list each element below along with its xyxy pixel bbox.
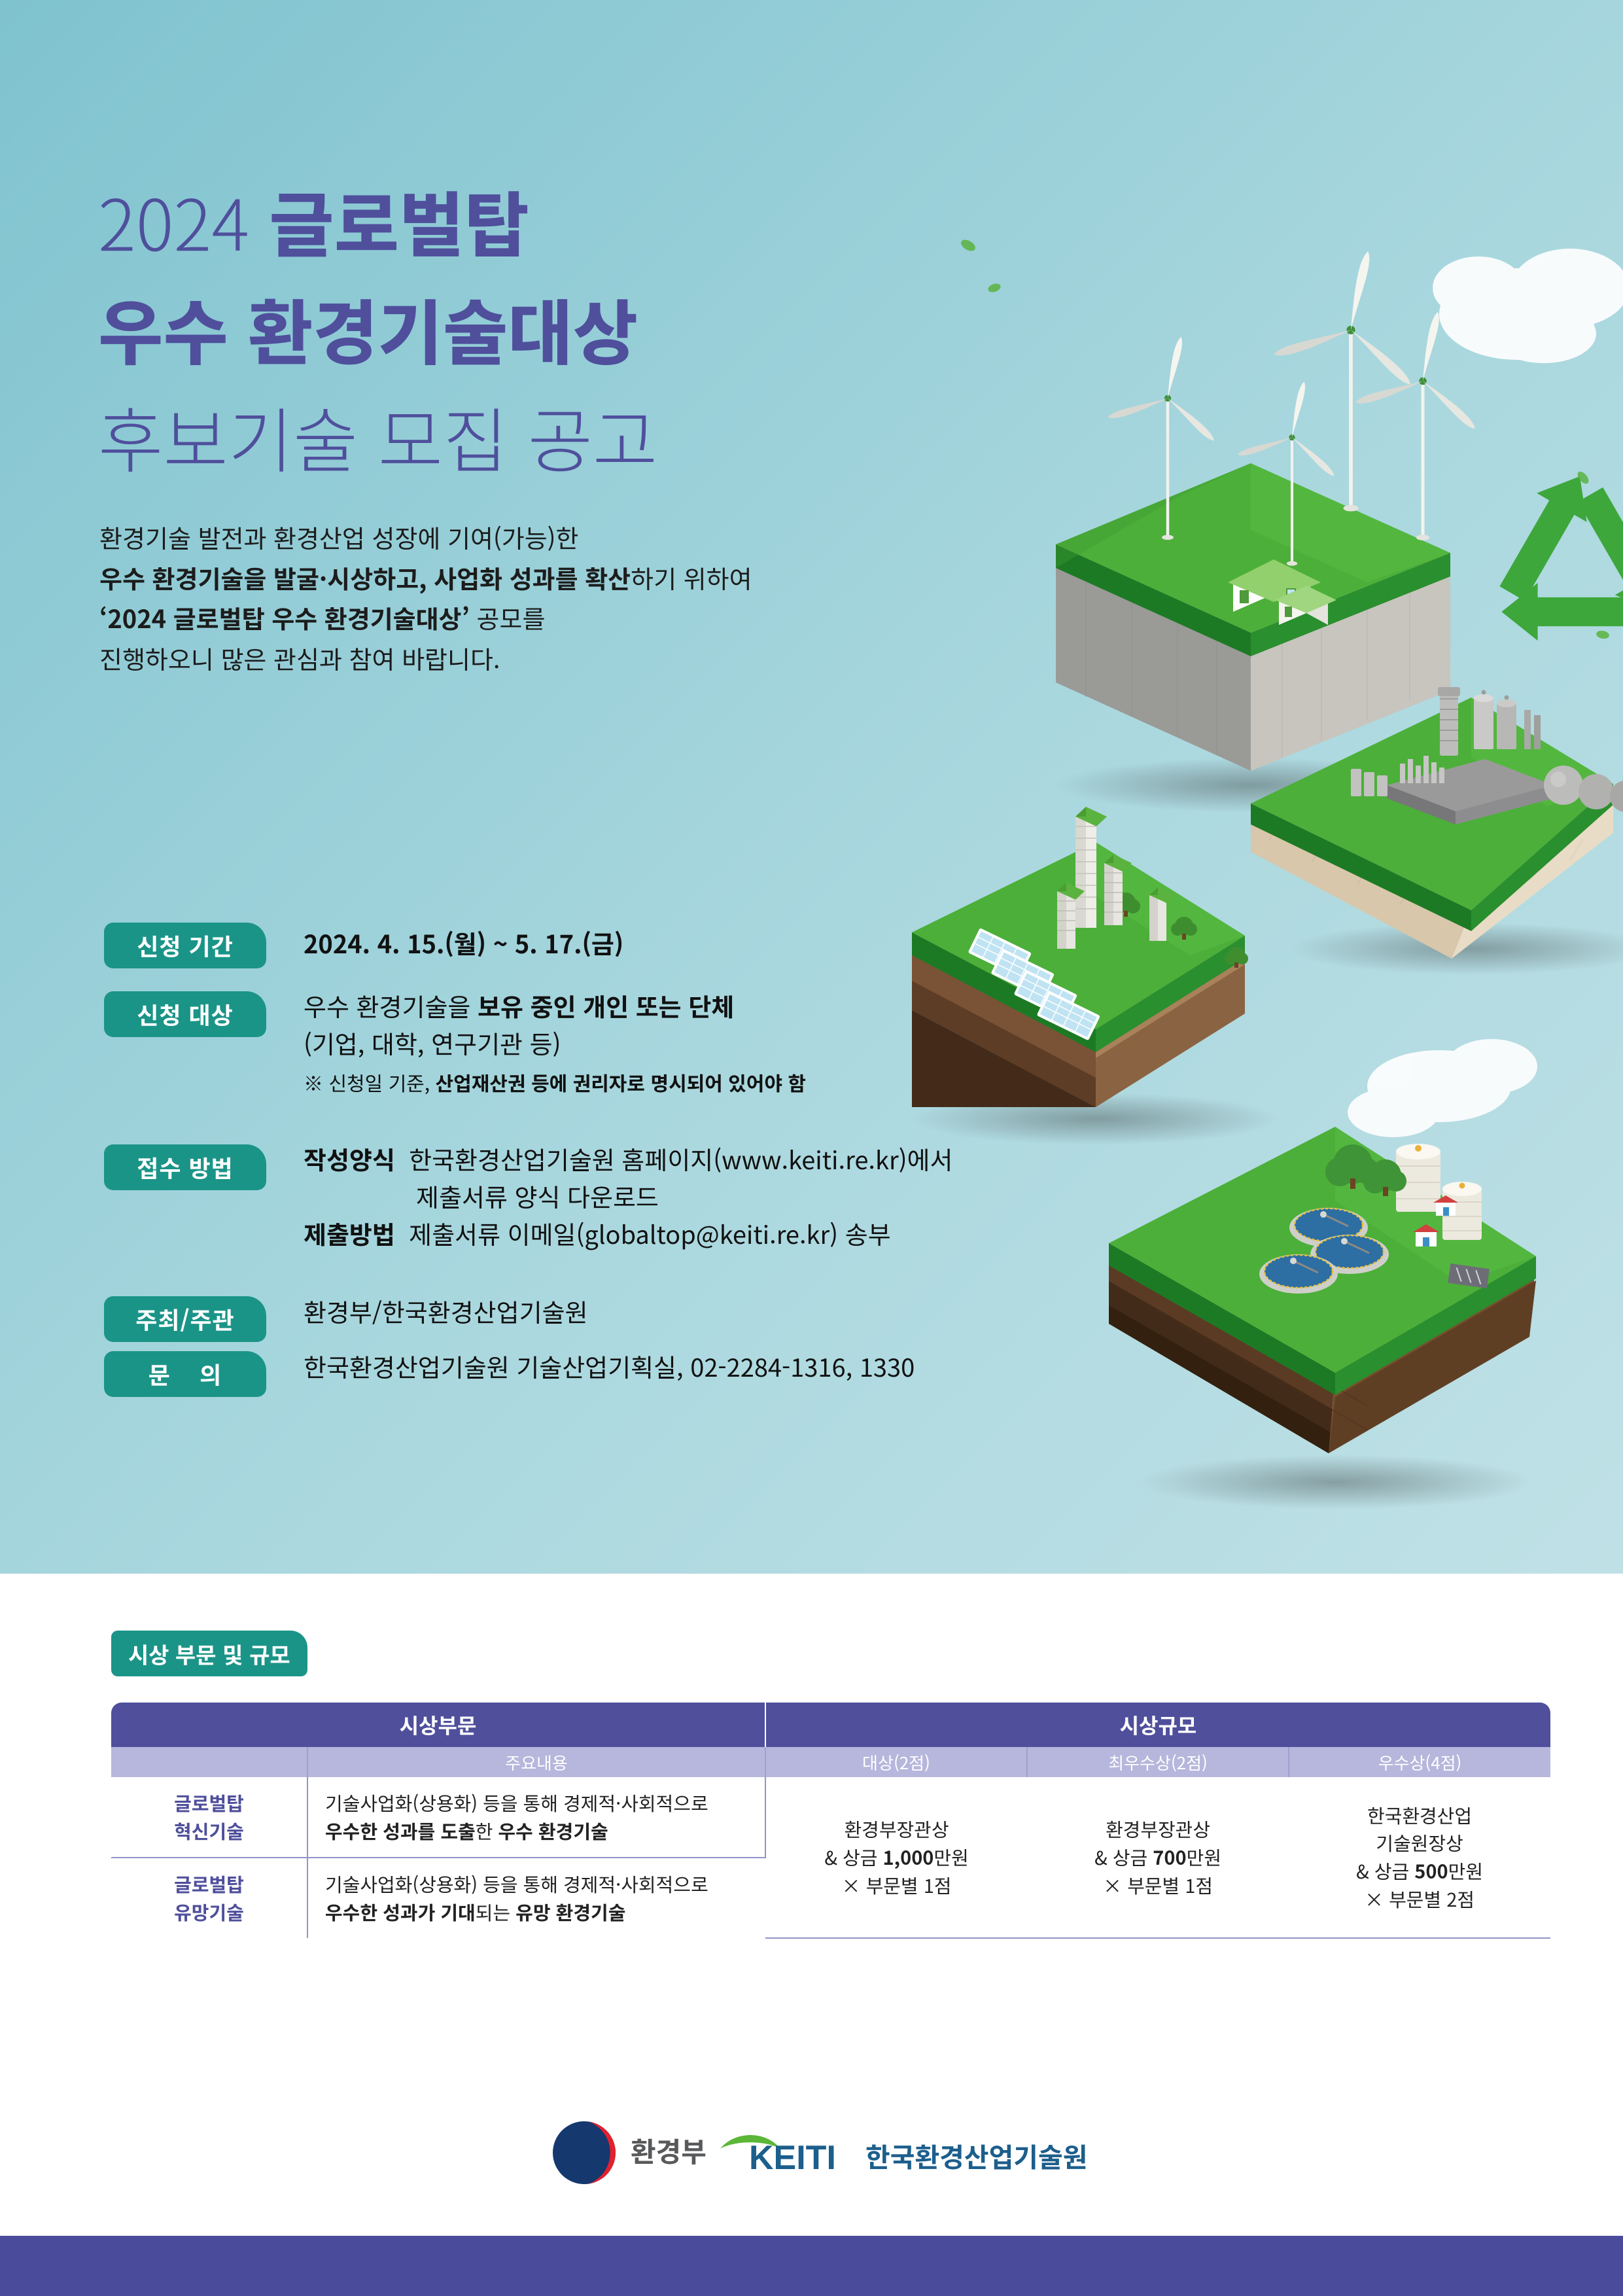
svg-text:한국환경산업기술원: 한국환경산업기술원 xyxy=(865,2136,1087,2175)
svg-text:환경부: 환경부 xyxy=(631,2130,707,2170)
svg-text:KEITI: KEITI xyxy=(749,2139,836,2177)
